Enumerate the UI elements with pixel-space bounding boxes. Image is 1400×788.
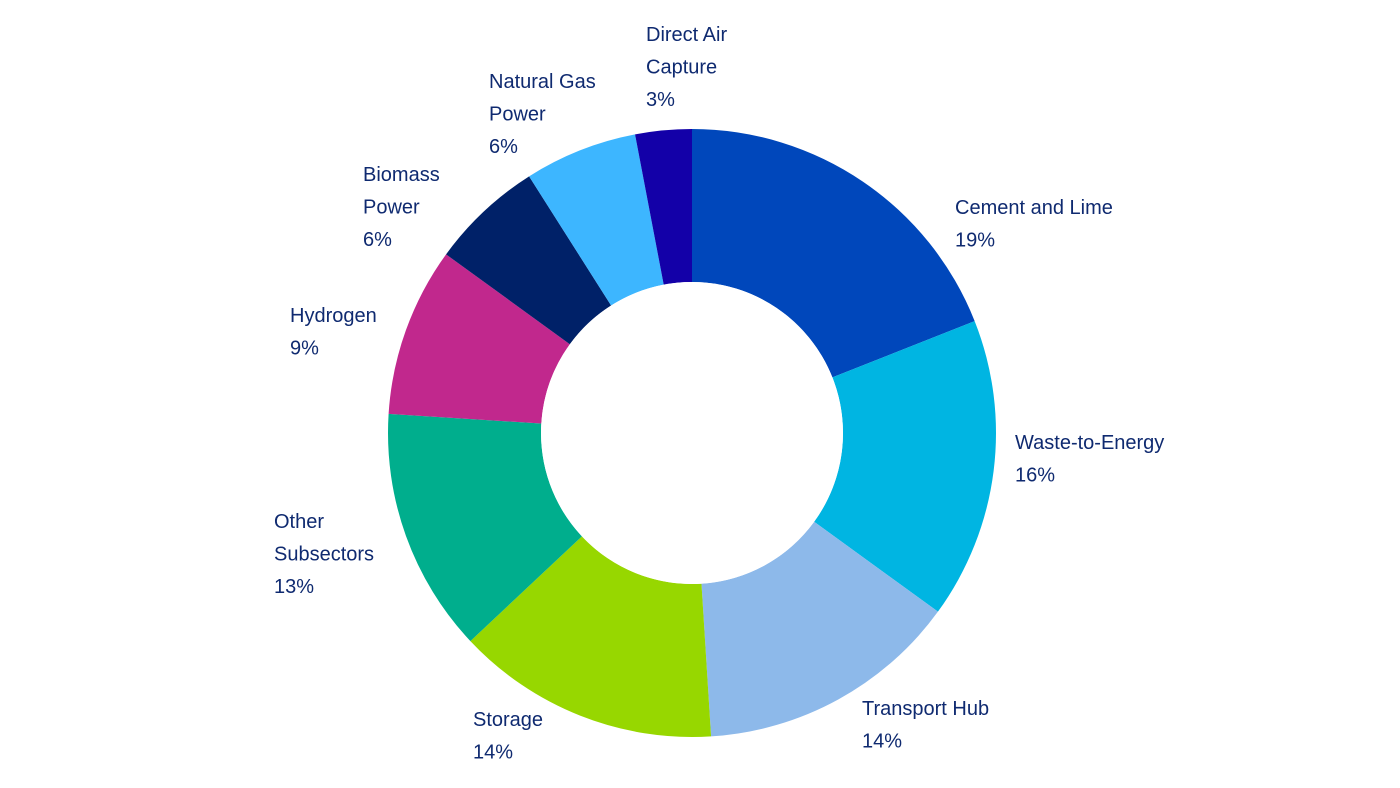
slice-label-text: Storage	[473, 709, 543, 731]
slice-label-text: Capture	[646, 57, 717, 79]
label-waste-to-energy: Waste-to-Energy 16%	[1015, 432, 1164, 487]
slice-value-label: 19%	[955, 230, 995, 252]
slice-hydrogen	[388, 254, 570, 424]
slice-cement-and-lime	[692, 129, 975, 378]
slice-waste-to-energy	[814, 321, 996, 612]
label-cement-and-lime: Cement and Lime 19%	[955, 197, 1113, 252]
chart-slices	[388, 129, 996, 737]
slice-storage	[470, 536, 712, 737]
slice-value-label: 3%	[646, 89, 675, 111]
slice-label-text: Other	[274, 511, 324, 533]
label-biomass-power: Biomass Power 6%	[363, 164, 440, 251]
slice-value-label: 6%	[363, 229, 392, 251]
slice-value-label: 6%	[489, 136, 518, 158]
slice-label-text: Transport Hub	[862, 698, 989, 720]
label-other-subsectors: Other Subsectors 13%	[274, 511, 374, 598]
slice-label-text: Waste-to-Energy	[1015, 432, 1164, 454]
slice-label-text: Biomass	[363, 164, 440, 186]
slice-value-label: 13%	[274, 576, 314, 598]
slice-label-text: Natural Gas	[489, 71, 596, 93]
slice-transport-hub	[701, 521, 938, 737]
slice-value-label: 14%	[862, 731, 902, 753]
label-natural-gas-power: Natural Gas Power 6%	[489, 71, 596, 158]
slice-label-text: Cement and Lime	[955, 197, 1113, 219]
slice-label-text: Direct Air	[646, 24, 727, 46]
slice-value-label: 14%	[473, 742, 513, 764]
slice-biomass-power	[446, 176, 612, 345]
donut-hole	[541, 282, 843, 584]
slice-label-text: Power	[363, 197, 420, 219]
label-storage: Storage 14%	[473, 709, 543, 764]
chart-labels: Cement and Lime 19% Waste-to-Energy 16% Tran…	[274, 24, 1164, 764]
label-hydrogen: Hydrogen 9%	[290, 305, 377, 360]
slice-value-label: 16%	[1015, 465, 1055, 487]
label-transport-hub: Transport Hub 14%	[862, 698, 989, 753]
slice-label-text: Power	[489, 104, 546, 126]
slice-natural-gas-power	[529, 134, 664, 306]
slice-direct-air-capture	[635, 129, 692, 285]
slice-value-label: 9%	[290, 338, 319, 360]
label-direct-air-capture: Direct Air Capture 3%	[646, 24, 727, 111]
slice-label-text: Hydrogen	[290, 305, 377, 327]
slice-other-subsectors	[388, 413, 582, 642]
slice-label-text: Subsectors	[274, 544, 374, 566]
